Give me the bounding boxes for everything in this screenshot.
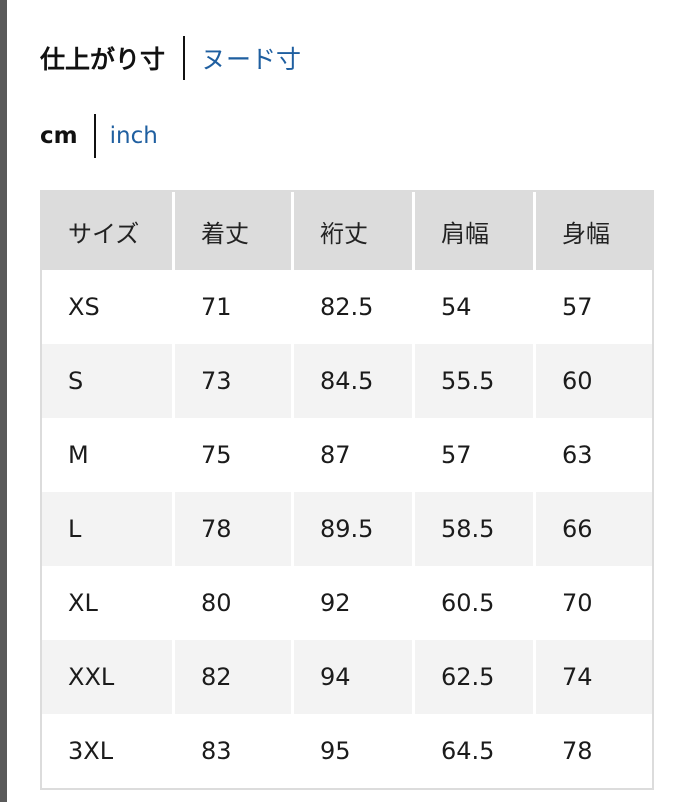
- value-cell: 95: [320, 737, 351, 765]
- column-header: 裄丈: [294, 192, 415, 270]
- value-cell: 82: [175, 640, 294, 714]
- value-cell: 57: [441, 441, 472, 469]
- value-cell: 71: [201, 293, 232, 321]
- size-cell: XXL: [42, 640, 175, 714]
- size-cell: M: [68, 441, 89, 469]
- finished-size-tab[interactable]: 仕上がり寸: [40, 45, 166, 74]
- value-cell: 60: [536, 344, 652, 418]
- value-cell: 80: [201, 589, 232, 617]
- value-cell: 82.5: [320, 293, 374, 321]
- table-row: 3XL 83 95 64.5 78: [42, 714, 652, 788]
- value-cell: 89.5: [294, 492, 415, 566]
- column-header: 身幅: [536, 192, 652, 270]
- size-cell: S: [42, 344, 175, 418]
- column-header: サイズ: [42, 192, 175, 270]
- value-cell: 55.5: [415, 344, 536, 418]
- value-cell: 87: [320, 441, 351, 469]
- value-cell: 70: [562, 589, 593, 617]
- value-cell: 83: [201, 737, 232, 765]
- column-header: 肩幅: [415, 192, 536, 270]
- table-row: XL 80 92 60.5 70: [42, 566, 652, 640]
- size-cell: L: [42, 492, 175, 566]
- measure-toggle: 仕上がり寸 ヌード寸: [40, 36, 301, 80]
- unit-toggle: cm inch: [40, 114, 158, 158]
- value-cell: 58.5: [415, 492, 536, 566]
- table-row: XXL 82 94 62.5 74: [42, 640, 652, 714]
- size-cell: 3XL: [68, 737, 114, 765]
- value-cell: 73: [175, 344, 294, 418]
- value-cell: 74: [536, 640, 652, 714]
- table-row: M 75 87 57 63: [42, 418, 652, 492]
- body-size-link[interactable]: ヌード寸: [201, 45, 302, 74]
- header-row: サイズ 着丈 裄丈 肩幅 身幅: [42, 192, 652, 270]
- size-cell: XL: [68, 589, 98, 617]
- value-cell: 94: [294, 640, 415, 714]
- divider: [93, 114, 96, 158]
- value-cell: 84.5: [294, 344, 415, 418]
- value-cell: 54: [441, 293, 472, 321]
- column-header: 着丈: [175, 192, 294, 270]
- value-cell: 63: [562, 441, 593, 469]
- value-cell: 78: [562, 737, 593, 765]
- value-cell: 66: [536, 492, 652, 566]
- cm-tab[interactable]: cm: [40, 123, 78, 149]
- divider: [183, 36, 186, 80]
- left-edge-bar: [0, 0, 7, 802]
- size-table: サイズ 着丈 裄丈 肩幅 身幅 XS 71 82.5 54 57 S 73 84.5 55.5 60 M 75…: [40, 190, 654, 790]
- value-cell: 57: [562, 293, 593, 321]
- value-cell: 64.5: [441, 737, 495, 765]
- inch-link[interactable]: inch: [109, 123, 158, 149]
- value-cell: 75: [201, 441, 232, 469]
- table-row: L 78 89.5 58.5 66: [42, 492, 652, 566]
- value-cell: 62.5: [415, 640, 536, 714]
- size-cell: XS: [68, 293, 100, 321]
- value-cell: 92: [320, 589, 351, 617]
- value-cell: 60.5: [441, 589, 495, 617]
- table-row: XS 71 82.5 54 57: [42, 270, 652, 344]
- value-cell: 78: [175, 492, 294, 566]
- table-row: S 73 84.5 55.5 60: [42, 344, 652, 418]
